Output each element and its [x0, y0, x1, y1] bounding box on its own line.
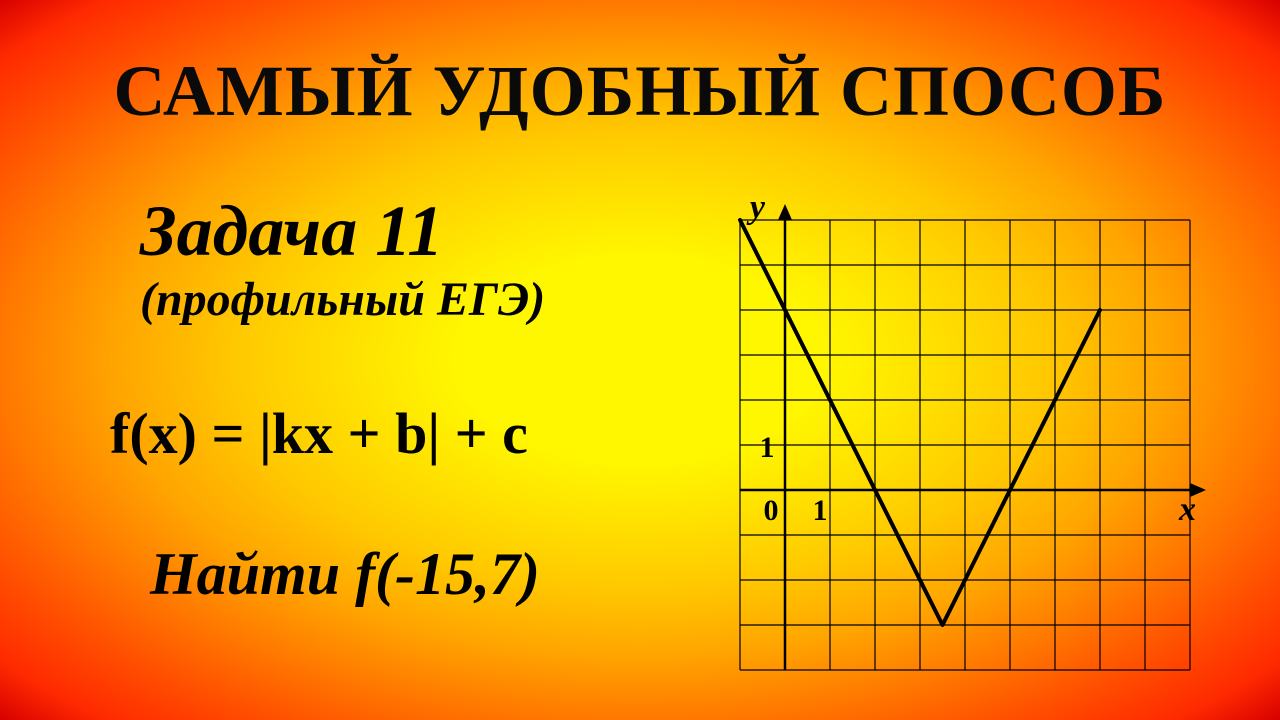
find-text: Найти f(-15,7): [150, 540, 540, 609]
formula-text: f(x) = |kx + b| + c: [110, 400, 528, 467]
subtitle-line-2: (профильный ЕГЭ): [140, 272, 545, 327]
svg-text:0: 0: [764, 494, 779, 527]
svg-text:1: 1: [760, 431, 775, 464]
stage: САМЫЙ УДОБНЫЙ СПОСОБ Задача 11 (профильн…: [0, 0, 1280, 720]
svg-text:1: 1: [813, 494, 828, 527]
subtitle-line-1: Задача 11: [140, 190, 443, 273]
svg-text:x: x: [1178, 491, 1196, 528]
graph: y x 0 1 1: [720, 200, 1210, 690]
svg-text:y: y: [746, 200, 766, 226]
main-title: САМЫЙ УДОБНЫЙ СПОСОБ: [0, 50, 1280, 133]
